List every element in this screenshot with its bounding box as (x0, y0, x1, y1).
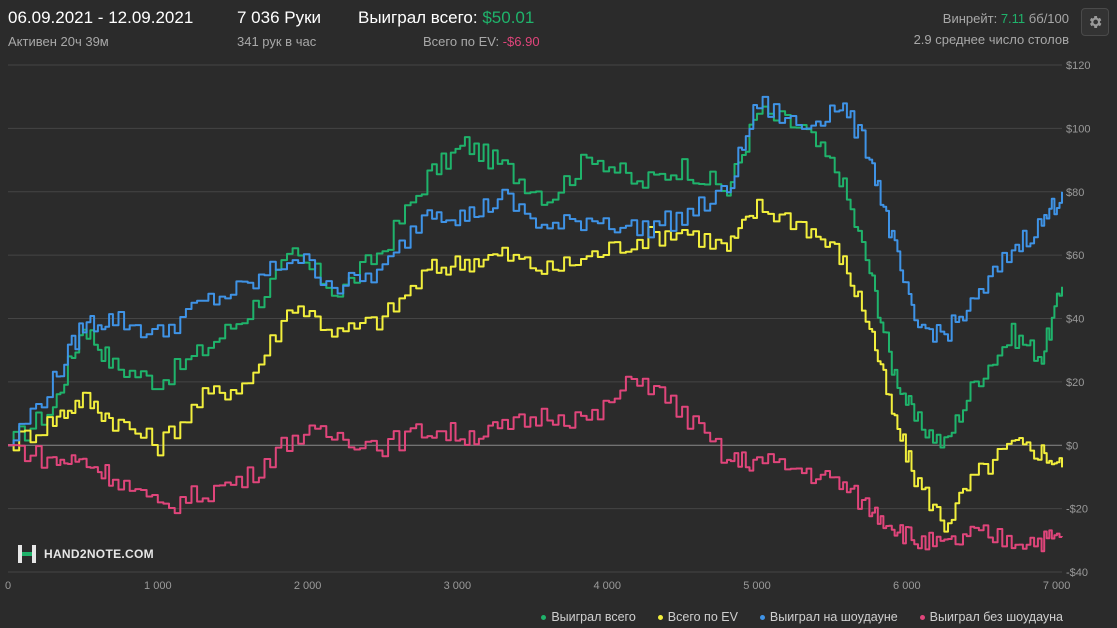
x-tick-label: 6 000 (893, 580, 921, 592)
x-tick-label: 5 000 (743, 580, 771, 592)
legend-ev[interactable]: Всего по EV (657, 610, 738, 624)
legend-dot (759, 614, 765, 620)
series-line-1 (8, 198, 1063, 533)
hands-count: 7 036 Руки (237, 8, 322, 27)
active-time: Активен 20ч 39м (8, 34, 109, 49)
y-tick-label: $120 (1066, 60, 1090, 72)
series-line-2 (8, 95, 1063, 447)
hand2note-logo: HAND2NOTE.COM (16, 543, 154, 565)
y-tick-label: -$40 (1066, 567, 1088, 579)
logo-text: HAND2NOTE.COM (44, 547, 154, 561)
legend-label: Всего по EV (667, 610, 738, 624)
winrate-label: Винрейт: (942, 11, 998, 26)
series-line-0 (8, 105, 1063, 449)
total-won-label: Выиграл всего: (358, 8, 478, 27)
x-tick-label: 0 (5, 580, 11, 592)
legend-label: Выиграл всего (551, 610, 636, 624)
y-tick-label: -$20 (1066, 504, 1088, 516)
series-line-3 (8, 375, 1063, 553)
settings-button[interactable] (1081, 8, 1109, 36)
y-tick-label: $100 (1066, 123, 1090, 135)
total-won: Выиграл всего: $50.01 (358, 8, 534, 28)
x-tick-label: 7 000 (1043, 580, 1071, 592)
legend-dot (657, 614, 663, 620)
x-tick-label: 3 000 (444, 580, 472, 592)
x-tick-label: 4 000 (593, 580, 621, 592)
h2n-logo-icon (18, 545, 36, 563)
x-tick-label: 2 000 (294, 580, 322, 592)
winrate-unit: бб/100 (1028, 11, 1069, 26)
ev-label: Всего по EV: (423, 34, 500, 49)
legend: Выиграл всего Всего по EV Выиграл на шоу… (541, 610, 1063, 624)
legend-label: Выиграл без шоудауна (929, 610, 1063, 624)
winrate: Винрейт: 7.11 бб/100 (943, 11, 1069, 26)
legend-non-showdown[interactable]: Выиграл без шоудауна (919, 610, 1063, 624)
y-tick-label: $80 (1066, 187, 1084, 199)
y-tick-label: $20 (1066, 377, 1084, 389)
total-won-value: $50.01 (482, 8, 535, 27)
ev-total: Всего по EV: -$6.90 (423, 34, 540, 49)
avg-tables: 2.9 среднее число столов (913, 32, 1069, 47)
date-range: 06.09.2021 - 12.09.2021 (8, 8, 194, 27)
winrate-value: 7.11 (1000, 11, 1026, 26)
legend-total[interactable]: Выиграл всего (541, 610, 636, 624)
ev-value: -$6.90 (502, 34, 540, 49)
y-tick-label: $0 (1066, 440, 1078, 452)
gear-icon (1089, 16, 1102, 28)
y-tick-label: $40 (1066, 314, 1084, 326)
legend-dot (541, 614, 547, 620)
legend-dot (919, 614, 925, 620)
legend-showdown[interactable]: Выиграл на шоудауне (759, 610, 898, 624)
legend-label: Выиграл на шоудауне (769, 610, 898, 624)
x-tick-label: 1 000 (144, 580, 172, 592)
hands-per-hour: 341 рук в час (237, 34, 317, 49)
y-tick-label: $60 (1066, 250, 1084, 262)
